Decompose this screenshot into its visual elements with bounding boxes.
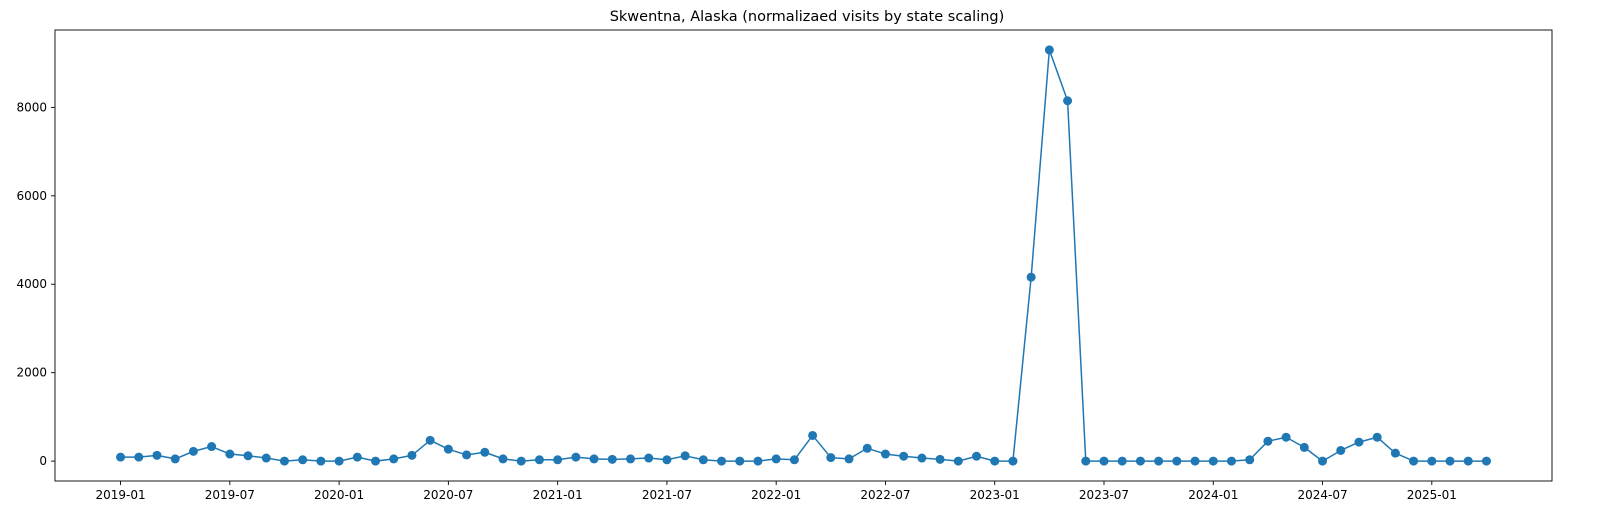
data-point — [152, 450, 162, 460]
data-point — [644, 453, 654, 463]
data-point — [735, 456, 745, 466]
series-line — [120, 49, 1487, 462]
data-point — [207, 442, 217, 452]
data-point — [717, 456, 727, 466]
y-tick-label: 4000 — [16, 277, 47, 291]
data-point — [1044, 45, 1054, 55]
x-tick-label: 2023-01 — [970, 488, 1020, 502]
data-point — [352, 452, 362, 462]
data-point — [1190, 456, 1200, 466]
data-point — [826, 453, 836, 463]
data-point — [1117, 456, 1127, 466]
x-tick-label: 2021-07 — [642, 488, 692, 502]
data-point — [134, 452, 144, 462]
x-tick-label: 2020-07 — [423, 488, 473, 502]
data-point — [1427, 456, 1437, 466]
data-point — [1026, 272, 1036, 282]
data-point — [1281, 432, 1291, 442]
data-point — [808, 430, 818, 440]
data-point — [1409, 456, 1419, 466]
data-point — [571, 452, 581, 462]
data-point — [589, 454, 599, 464]
data-point — [1135, 456, 1145, 466]
data-point — [1299, 442, 1309, 452]
data-point — [371, 456, 381, 466]
data-point — [261, 453, 271, 463]
data-point — [1081, 456, 1091, 466]
x-tick-label: 2020-01 — [314, 488, 364, 502]
data-point — [1208, 456, 1218, 466]
x-tick-label: 2024-07 — [1297, 488, 1347, 502]
data-point — [170, 454, 180, 464]
y-tick-label: 6000 — [16, 189, 47, 203]
data-point — [516, 456, 526, 466]
data-point — [243, 451, 253, 461]
x-tick-label: 2021-01 — [533, 488, 583, 502]
x-tick-label: 2019-01 — [95, 488, 145, 502]
data-point — [880, 449, 890, 459]
data-point — [425, 435, 435, 445]
data-point — [1263, 436, 1273, 446]
data-point — [607, 454, 617, 464]
data-point — [1245, 455, 1255, 465]
data-point — [389, 454, 399, 464]
data-point — [1481, 456, 1491, 466]
chart-title: Skwentna, Alaska (normalizaed visits by … — [610, 9, 1005, 25]
data-point — [917, 453, 927, 463]
y-tick-label: 0 — [39, 454, 47, 468]
data-point — [188, 446, 198, 456]
data-point — [753, 456, 763, 466]
data-point — [680, 451, 690, 461]
data-point — [1318, 456, 1328, 466]
data-point — [462, 450, 472, 460]
x-tick-label: 2022-01 — [751, 488, 801, 502]
data-point — [1463, 456, 1473, 466]
data-point — [935, 454, 945, 464]
data-point — [862, 443, 872, 453]
data-point — [789, 455, 799, 465]
data-point — [990, 456, 1000, 466]
x-tick-label: 2024-01 — [1188, 488, 1238, 502]
data-point — [844, 454, 854, 464]
y-tick-label: 2000 — [16, 366, 47, 380]
data-point — [972, 451, 982, 461]
data-point — [225, 449, 235, 459]
x-tick-label: 2025-01 — [1407, 488, 1457, 502]
data-point — [334, 456, 344, 466]
data-point — [771, 454, 781, 464]
data-point — [1336, 445, 1346, 455]
data-point — [316, 456, 326, 466]
data-point — [1372, 432, 1382, 442]
data-point — [1099, 456, 1109, 466]
data-point — [279, 456, 289, 466]
plot-frame — [54, 29, 1553, 482]
data-point — [443, 444, 453, 454]
y-tick-label: 8000 — [16, 100, 47, 114]
data-point — [1390, 448, 1400, 458]
data-point — [553, 455, 563, 465]
data-point — [1008, 456, 1018, 466]
data-point — [534, 455, 544, 465]
data-point — [662, 455, 672, 465]
data-point — [953, 456, 963, 466]
data-point — [1226, 456, 1236, 466]
data-point — [407, 450, 417, 460]
data-point — [480, 447, 490, 457]
data-point — [1172, 456, 1182, 466]
plot-area: 0 2000 4000 6000 8000 2019-01 2019-07 2020-01 20… — [16, 29, 1553, 502]
data-point — [298, 455, 308, 465]
data-point — [116, 452, 126, 462]
data-point — [498, 454, 508, 464]
data-point — [1063, 96, 1073, 106]
data-point — [625, 454, 635, 464]
data-point — [899, 451, 909, 461]
x-tick-label: 2023-07 — [1079, 488, 1129, 502]
data-point — [1445, 456, 1455, 466]
data-point — [1154, 456, 1164, 466]
x-tick-label: 2022-07 — [860, 488, 910, 502]
data-point — [1354, 437, 1364, 447]
x-tick-label: 2019-07 — [205, 488, 255, 502]
data-point — [698, 455, 708, 465]
